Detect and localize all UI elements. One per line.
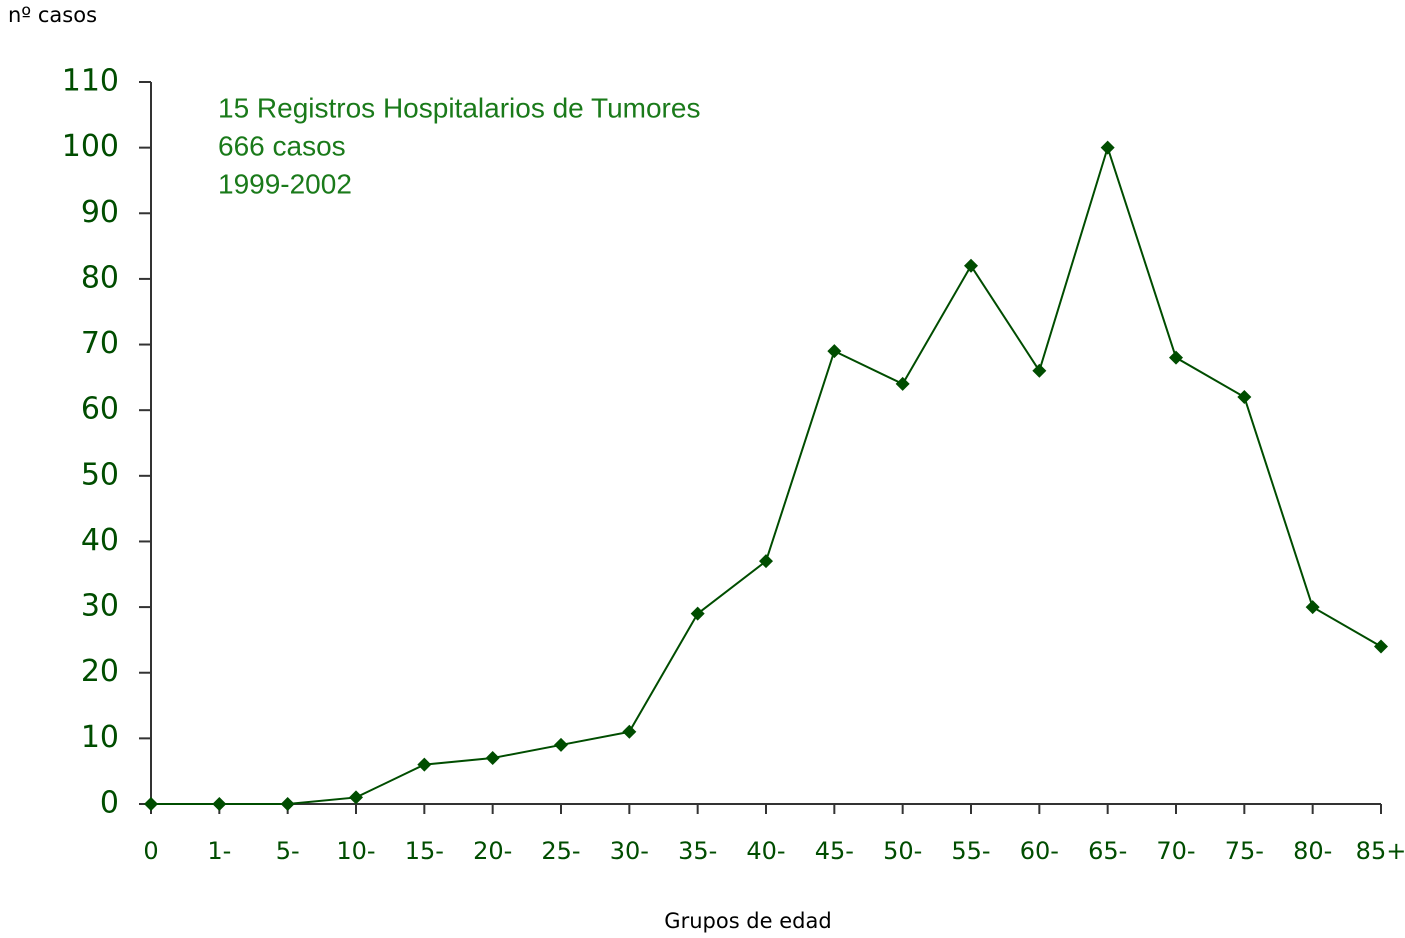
y-tick-label: 60 (81, 392, 119, 427)
y-tick-label: 20 (81, 654, 119, 689)
marker (964, 258, 978, 273)
y-tick-label: 10 (81, 720, 119, 755)
x-tick-label: 1- (207, 837, 231, 865)
marker (1305, 600, 1320, 615)
x-tick-label: 25- (541, 837, 580, 865)
marker (1237, 390, 1252, 405)
y-axis-label: nº casos (8, 3, 97, 27)
marker (827, 344, 842, 359)
annotation: 15 Registros Hospitalarios de Tumores (218, 92, 700, 123)
x-tick-label: 50- (883, 837, 922, 865)
marker (1100, 140, 1115, 155)
y-tick-label: 110 (62, 64, 119, 99)
x-tick-label: 65- (1088, 837, 1127, 865)
marker (690, 606, 705, 621)
marker (759, 554, 773, 569)
x-tick-label: 40- (746, 837, 785, 865)
x-tick-label: 85+ (1356, 837, 1405, 865)
annotation: 1999-2002 (218, 168, 352, 199)
marker (349, 790, 363, 805)
marker (895, 376, 910, 391)
marker (1169, 350, 1183, 365)
y-tick-label: 90 (81, 195, 119, 230)
y-tick-label: 50 (81, 457, 119, 492)
marker (144, 797, 158, 811)
y-tick-label: 70 (81, 326, 119, 361)
x-tick-label: 35- (678, 837, 717, 865)
marker (554, 737, 568, 752)
annotation: 666 casos (218, 130, 346, 161)
marker (485, 751, 500, 766)
marker (212, 797, 227, 811)
marker (1374, 639, 1388, 654)
x-tick-label: 20- (473, 837, 512, 865)
x-tick-label: 45- (815, 837, 854, 865)
x-axis-label: Grupos de edad (664, 909, 831, 933)
x-tick-label: 80- (1293, 837, 1332, 865)
y-tick-label: 80 (81, 260, 119, 295)
x-tick-label: 5- (276, 837, 300, 865)
x-tick-label: 60- (1020, 837, 1059, 865)
x-tick-label: 0 (143, 837, 158, 865)
marker (1032, 363, 1047, 378)
x-tick-label: 10- (336, 837, 375, 865)
y-tick-label: 40 (81, 523, 119, 558)
x-tick-label: 70- (1156, 837, 1195, 865)
x-tick-label: 55- (951, 837, 990, 865)
marker (622, 724, 637, 739)
x-tick-label: 30- (610, 837, 649, 865)
marker (417, 757, 432, 772)
y-tick-label: 30 (81, 589, 119, 624)
x-tick-label: 15- (405, 837, 444, 865)
y-tick-label: 100 (62, 129, 119, 164)
marker (280, 797, 295, 811)
y-tick-label: 0 (100, 786, 119, 821)
line (151, 144, 1382, 805)
x-tick-label: 75- (1225, 837, 1264, 865)
